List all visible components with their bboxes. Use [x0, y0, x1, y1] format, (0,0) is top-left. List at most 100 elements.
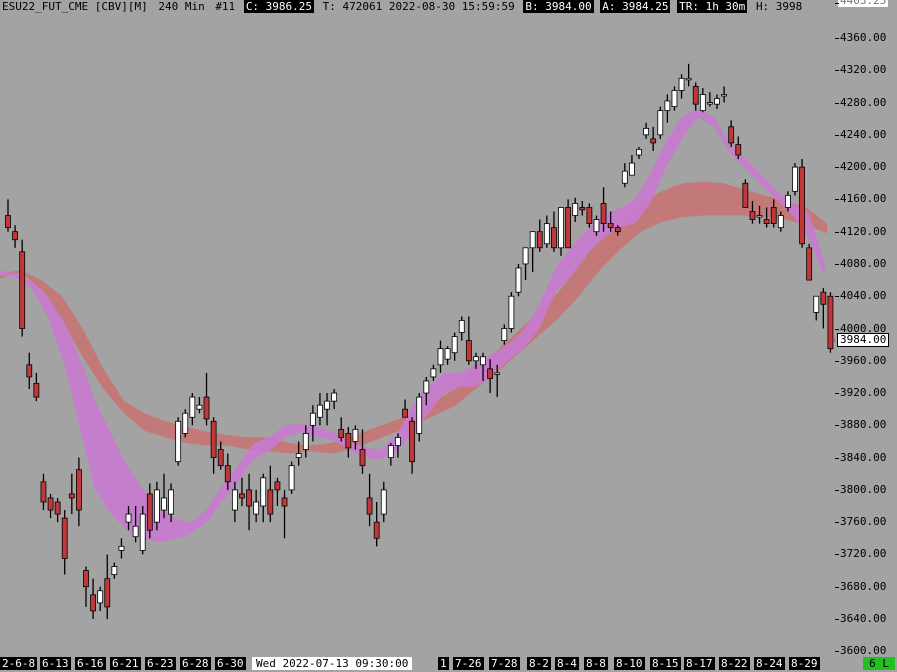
- candle-body: [359, 449, 366, 467]
- candle-body: [203, 396, 210, 420]
- y-tick-label: 4080.00: [840, 256, 887, 270]
- candle: [643, 122, 649, 139]
- candle: [565, 199, 572, 249]
- y-tick-mark: [835, 199, 839, 201]
- candle: [692, 82, 699, 111]
- candle: [799, 159, 805, 248]
- candle: [83, 566, 89, 607]
- candle: [579, 201, 586, 216]
- candle-body: [671, 90, 678, 107]
- candle-body: [600, 203, 607, 224]
- candle-body: [132, 525, 139, 538]
- candle: [636, 146, 642, 160]
- candle: [125, 506, 132, 531]
- candle: [650, 126, 657, 151]
- y-tick-label: 3920.00: [840, 386, 887, 400]
- candles: [5, 63, 835, 619]
- candle: [295, 441, 302, 466]
- candle: [153, 481, 160, 531]
- candle: [224, 453, 231, 490]
- x-tick-label: 8-10: [614, 657, 645, 670]
- candle: [714, 94, 720, 110]
- y-tick-mark: [835, 167, 839, 169]
- candle: [324, 393, 330, 426]
- candle: [770, 199, 777, 228]
- candle-body: [494, 372, 501, 375]
- candle-body: [161, 497, 167, 511]
- candle: [366, 473, 373, 527]
- candle: [274, 477, 281, 507]
- candle: [707, 92, 713, 107]
- candle: [430, 364, 437, 381]
- candle: [359, 429, 366, 474]
- candle-body: [416, 396, 423, 434]
- candle: [749, 201, 756, 224]
- candle: [437, 340, 444, 373]
- candle: [451, 332, 458, 361]
- candle-body: [650, 138, 657, 144]
- x-tick-label: 8-8: [584, 657, 608, 670]
- candle: [196, 397, 203, 414]
- candle-body: [125, 513, 132, 523]
- y-tick-mark: [835, 393, 839, 395]
- y-tick-label: 4403.25: [838, 0, 889, 7]
- candle-body: [820, 291, 827, 305]
- candle: [820, 288, 827, 329]
- candle: [139, 506, 146, 555]
- y-tick-label: 4200.00: [840, 160, 887, 174]
- candle-body: [756, 215, 763, 218]
- candle-body: [558, 207, 564, 249]
- candle: [387, 443, 394, 466]
- candle-body: [68, 493, 75, 499]
- y-tick-mark: [835, 457, 839, 459]
- time-axis[interactable]: Wed 2022-07-13 09:30:00 6 L 2-6-8 6-13 6-1…: [0, 656, 897, 672]
- candle-body: [664, 100, 671, 112]
- candle-body: [33, 382, 40, 398]
- y-tick-mark: [835, 296, 839, 298]
- candle: [288, 461, 295, 494]
- candle: [423, 376, 430, 406]
- y-tick-label: 3760.00: [840, 515, 887, 529]
- y-tick-label: 4280.00: [840, 95, 887, 109]
- candle-body: [168, 489, 174, 515]
- y-tick-label: 4120.00: [840, 224, 887, 238]
- candle: [629, 155, 635, 176]
- status-badge: 6 L: [863, 657, 895, 670]
- x-tick-label: 1: [438, 657, 449, 670]
- y-tick-label: 3800.00: [840, 482, 887, 496]
- candle-body: [536, 231, 543, 249]
- price-axis[interactable]: 3984.00 3600.00 3640.00 3680.00 3720.00 3760…: [835, 0, 897, 657]
- candle-body: [224, 465, 231, 483]
- candle-body: [621, 170, 628, 184]
- candle: [210, 417, 217, 474]
- candle-body: [338, 428, 345, 438]
- candle: [373, 501, 380, 547]
- price-chart[interactable]: [0, 0, 835, 656]
- candle-body: [792, 166, 798, 192]
- x-tick-label: 8-29: [789, 657, 820, 670]
- timeframe-label: 240 Min: [158, 0, 205, 13]
- y-tick-mark: [835, 522, 839, 524]
- candle: [118, 538, 125, 559]
- candle: [742, 179, 749, 208]
- candle-body: [692, 86, 699, 105]
- candle: [395, 433, 401, 458]
- candle: [522, 247, 529, 281]
- candle: [26, 352, 33, 390]
- y-tick-label: 4360.00: [840, 31, 887, 44]
- x-tick-label: 6-28: [180, 657, 211, 670]
- candle-body: [487, 368, 494, 379]
- x-tick-label: 2-6-8: [0, 657, 38, 670]
- candle: [104, 554, 111, 619]
- candle: [317, 393, 323, 426]
- candle-body: [40, 481, 47, 503]
- candle: [473, 352, 479, 369]
- candle-body: [26, 364, 33, 378]
- candle-body: [785, 194, 791, 208]
- candle: [203, 372, 210, 426]
- candle-body: [543, 223, 550, 245]
- y-tick-mark: [835, 619, 839, 620]
- candle-body: [111, 566, 118, 576]
- candle-body: [302, 433, 309, 450]
- x-tick-label: 8-15: [650, 657, 681, 670]
